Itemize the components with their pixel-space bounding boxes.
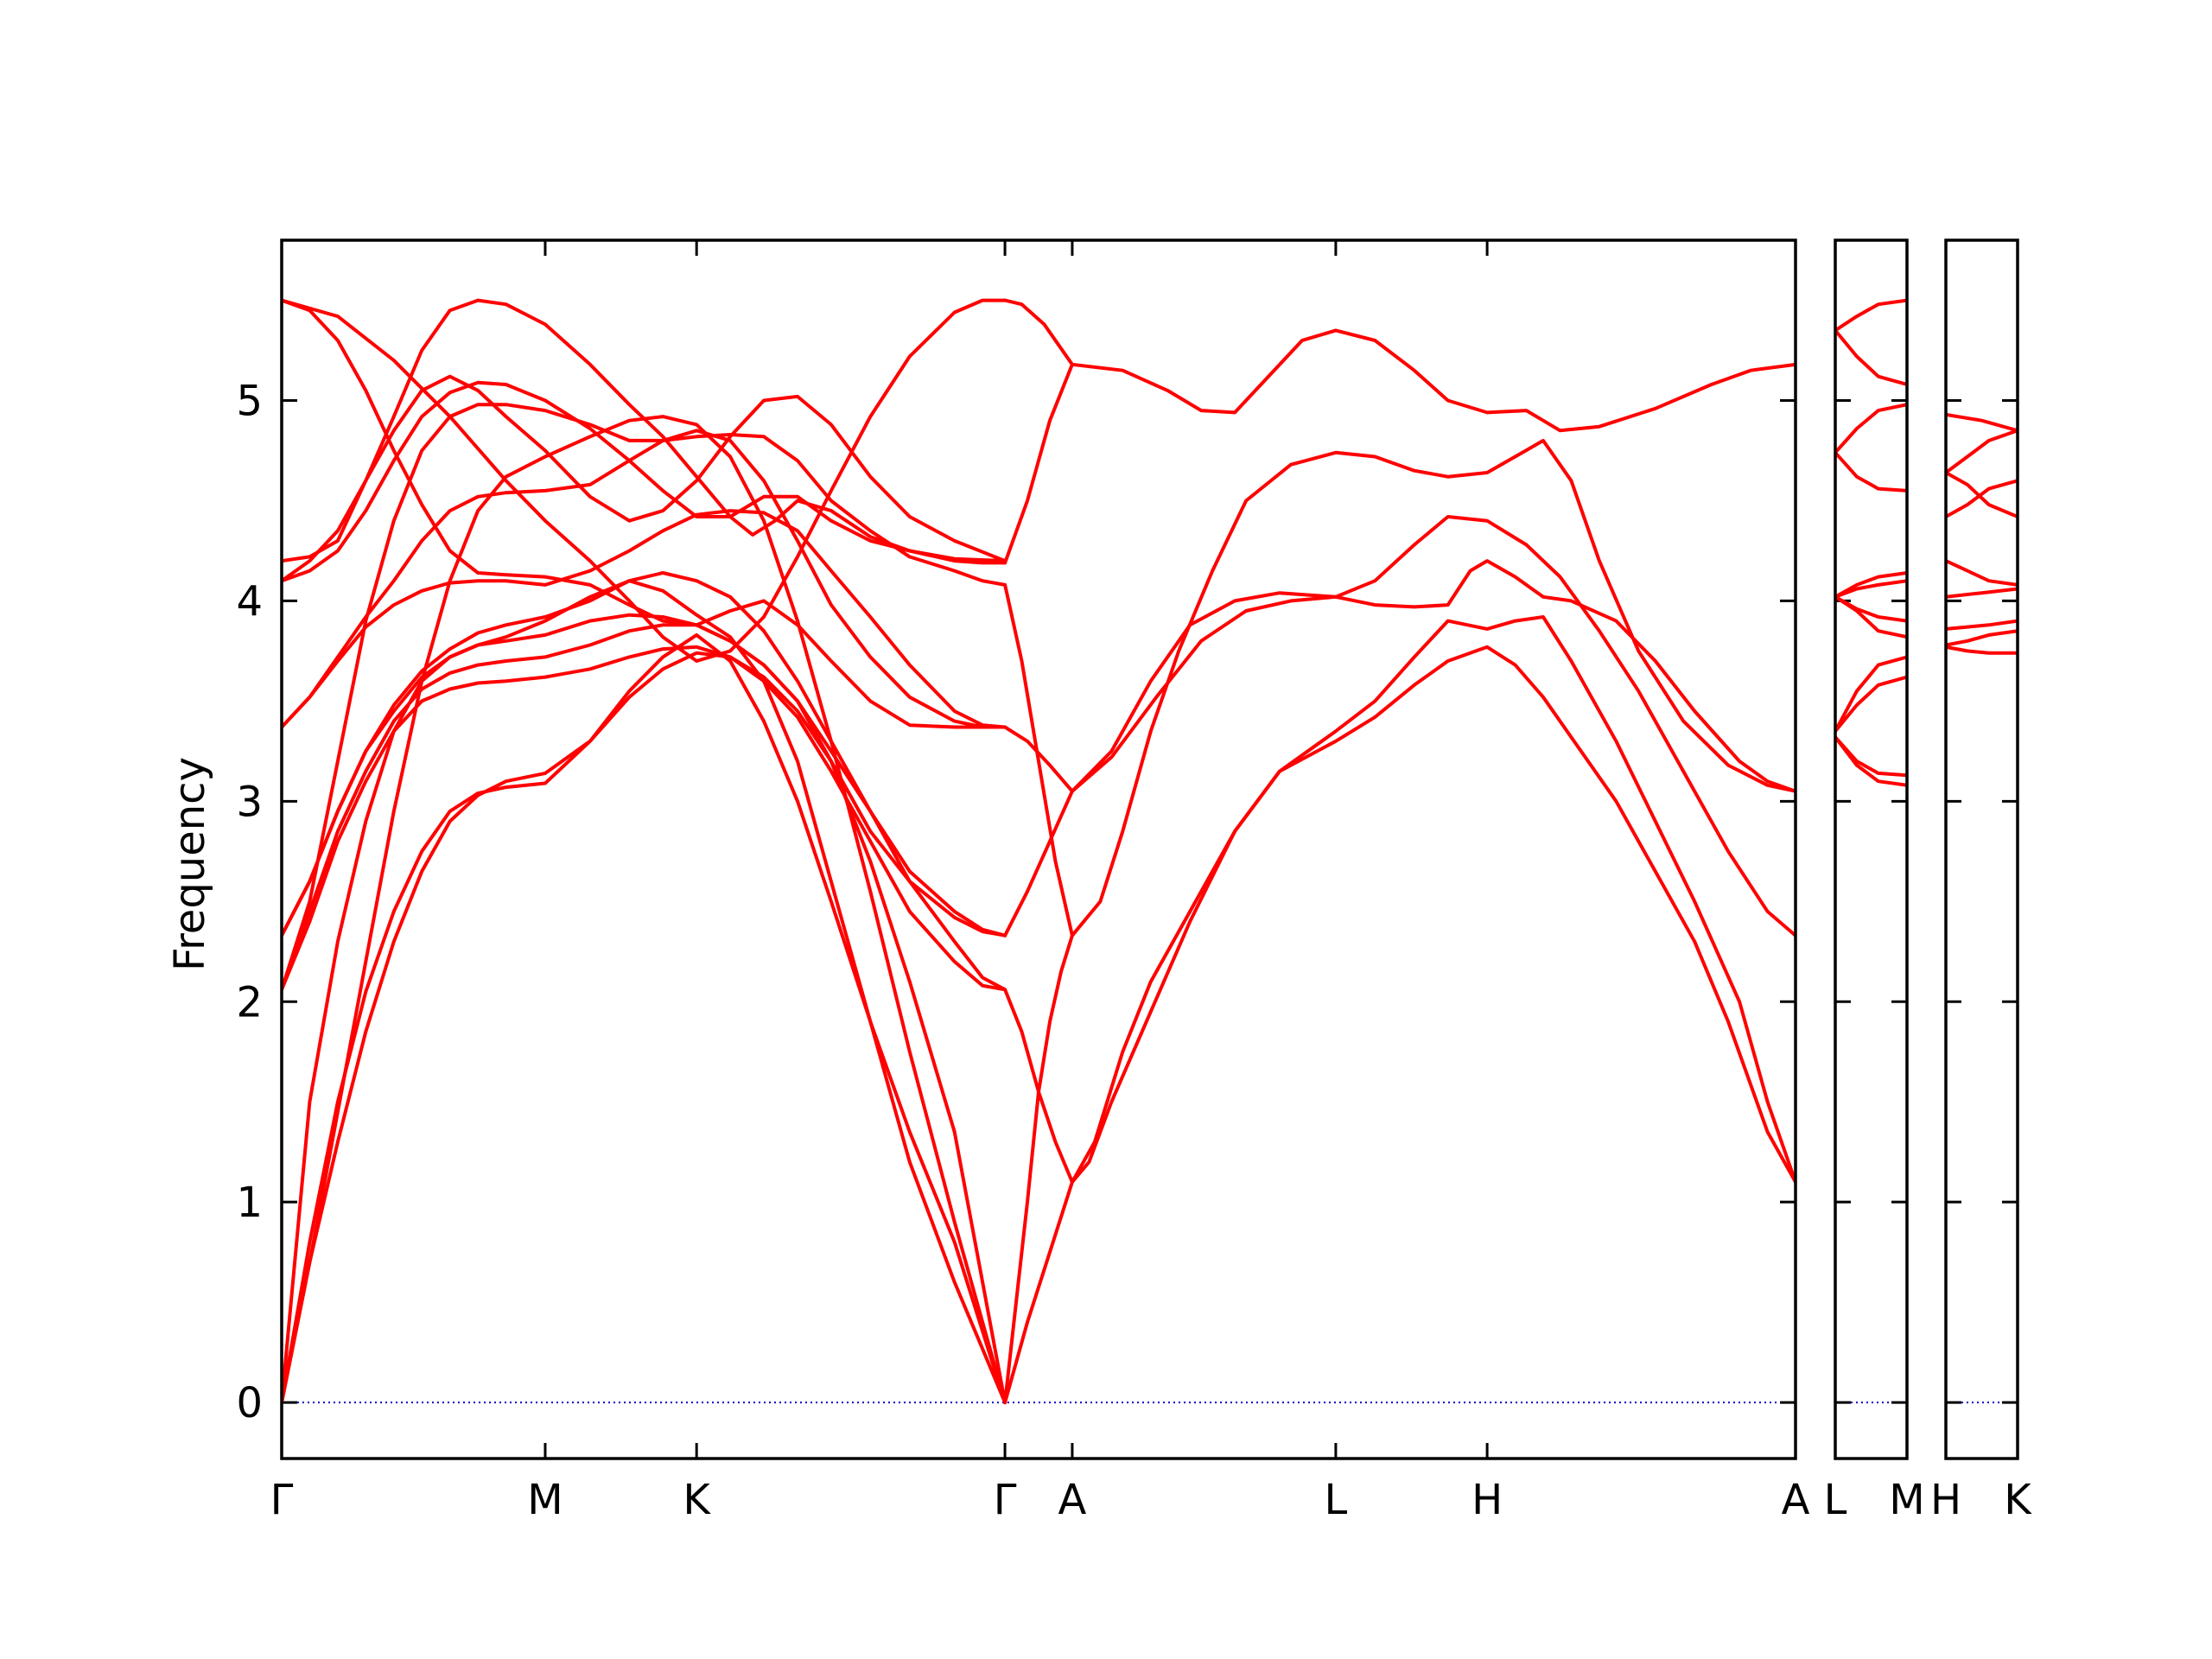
- band-L-M-1: [1835, 328, 1907, 386]
- band-main-19: [1003, 725, 1074, 793]
- panel-frame-main: [280, 238, 1797, 1460]
- x-tick-label-main-3: Γ: [994, 1476, 1017, 1524]
- band-L-M-10: [1835, 735, 1907, 778]
- band-main-16: [1003, 298, 1796, 433]
- band-main-15: [282, 298, 1007, 663]
- panel-frame-H-K: [1944, 238, 2019, 1460]
- band-H-K-1: [1946, 429, 2018, 474]
- band-H-K-6: [1946, 619, 2018, 631]
- band-main-6: [282, 571, 1007, 938]
- band-main-26: [1070, 515, 1796, 938]
- y-tick-labels: 0 1 2 3 4 5: [236, 378, 263, 1428]
- y-tick-label-2: 2: [236, 978, 263, 1027]
- band-H-K-4: [1946, 559, 2018, 587]
- band-H-K-3: [1946, 479, 2018, 518]
- band-main-11: [282, 298, 1007, 563]
- x-tick-label-main-1: M: [527, 1476, 563, 1524]
- y-tick-label-3: 3: [236, 778, 263, 826]
- x-tick-label-L-M-1: M: [1889, 1476, 1924, 1524]
- y-tick-label-4: 4: [236, 577, 263, 626]
- x-tick-label-L-M-0: L: [1824, 1476, 1847, 1524]
- bands-L-M: [1835, 298, 1907, 787]
- x-tick-label-H-K-0: H: [1930, 1476, 1961, 1524]
- band-L-M-11: [1835, 735, 1907, 787]
- band-main-3: [282, 645, 1007, 992]
- band-L-M-3: [1835, 450, 1907, 493]
- band-H-K-8: [1946, 645, 2018, 655]
- band-L-M-9: [1835, 675, 1907, 734]
- band-main-9: [282, 403, 1007, 992]
- band-main-10: [282, 380, 1007, 583]
- band-main-27: [1070, 615, 1796, 1184]
- band-main-13: [282, 374, 1007, 583]
- band-main-7: [282, 509, 1007, 729]
- x-tick-label-main-0: Γ: [270, 1476, 294, 1524]
- band-H-K-5: [1946, 587, 2018, 599]
- band-L-M-8: [1835, 655, 1907, 734]
- band-main-12: [282, 298, 1007, 729]
- y-tick-label-1: 1: [236, 1179, 263, 1227]
- band-main-4: [282, 623, 1007, 992]
- band-main-17: [1003, 362, 1074, 565]
- band-main-14: [282, 415, 1007, 1405]
- band-main-2: [282, 579, 1007, 1405]
- band-L-M-2: [1835, 403, 1907, 454]
- band-main-18: [1003, 582, 1074, 938]
- x-tick-label-main-5: L: [1325, 1476, 1348, 1524]
- band-L-M-4: [1835, 571, 1907, 599]
- band-H-K-7: [1946, 629, 2018, 647]
- x-tick-label-main-7: A: [1782, 1476, 1810, 1524]
- band-main-20: [1003, 789, 1074, 938]
- band-main-24: [1070, 559, 1796, 793]
- x-tick-label-main-4: A: [1058, 1476, 1087, 1524]
- band-L-M-7: [1835, 594, 1907, 639]
- panel-frame-L-M: [1834, 238, 1909, 1460]
- band-L-M-5: [1835, 579, 1907, 599]
- band-main-23: [1003, 933, 1074, 1405]
- band-main-5: [282, 613, 1007, 938]
- band-L-M-0: [1835, 298, 1907, 333]
- band-main-1: [282, 632, 1007, 1405]
- x-tick-label-H-K-1: K: [2004, 1476, 2032, 1524]
- y-tick-label-0: 0: [236, 1379, 263, 1427]
- x-tick-label-main-6: H: [1471, 1476, 1503, 1524]
- band-H-K-0: [1946, 412, 2018, 433]
- y-axis-label: Frequency: [166, 757, 214, 971]
- y-tick-label-5: 5: [236, 378, 263, 426]
- band-main-25: [1070, 438, 1796, 938]
- band-main-22: [1003, 1180, 1074, 1405]
- bands-main: [282, 298, 1796, 1405]
- bands-H-K: [1946, 412, 2018, 655]
- band-main-28: [1070, 645, 1796, 1184]
- band-main-0: [282, 651, 1007, 1405]
- x-tick-label-main-2: K: [683, 1476, 711, 1524]
